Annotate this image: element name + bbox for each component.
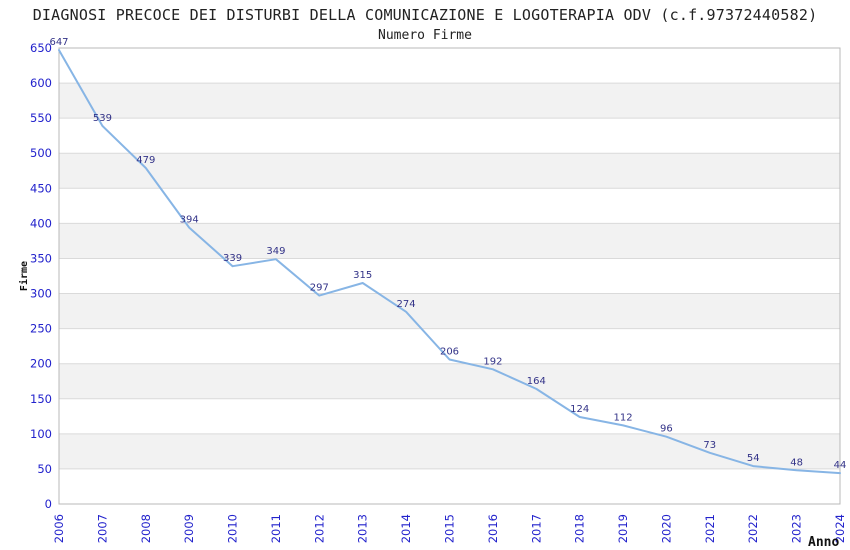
y-tick-label: 300 <box>30 287 52 301</box>
x-tick-label: 2018 <box>573 514 587 543</box>
data-label: 349 <box>266 246 285 257</box>
data-label: 206 <box>440 347 459 358</box>
data-label: 315 <box>353 270 372 281</box>
y-tick-label: 350 <box>30 251 52 265</box>
plot-band <box>59 48 840 84</box>
plot-band <box>59 118 840 154</box>
data-label: 124 <box>570 404 589 415</box>
x-tick-label: 2022 <box>746 514 760 543</box>
y-tick-label: 450 <box>30 181 52 195</box>
data-label: 479 <box>136 155 155 166</box>
plot-band <box>59 398 840 434</box>
data-label: 44 <box>834 460 847 471</box>
y-gridlines <box>59 47 840 505</box>
y-tick-label: 500 <box>30 146 52 160</box>
series-line <box>58 49 841 475</box>
plot-band <box>59 258 840 294</box>
y-tick-label: 0 <box>45 497 52 511</box>
chart-subtitle: Numero Firme <box>378 28 472 43</box>
x-tick-label: 2008 <box>139 514 153 543</box>
y-tick-label: 550 <box>30 111 52 125</box>
x-tick-label: 2010 <box>226 514 240 543</box>
x-tick-label: 2017 <box>529 514 543 543</box>
x-tick-label: 2011 <box>269 514 283 543</box>
y-tick-label: 50 <box>37 462 52 476</box>
data-labels: 647 539 479 394 339 349 297 315 274 206 192 164 124 1… <box>49 37 846 471</box>
plot-band <box>59 223 840 259</box>
plot-band <box>59 328 840 364</box>
plot-band <box>59 153 840 189</box>
y-tick-label: 600 <box>30 76 52 90</box>
data-label: 394 <box>180 215 199 226</box>
y-tick-label: 150 <box>30 392 52 406</box>
x-tick-label: 2014 <box>399 514 413 543</box>
y-axis-title: Firme <box>18 261 30 291</box>
y-tick-label: 100 <box>30 427 52 441</box>
x-tick-label: 2016 <box>486 514 500 543</box>
data-label: 96 <box>660 424 673 435</box>
plot-band <box>59 188 840 224</box>
plot-border <box>58 47 841 505</box>
x-tick-label: 2006 <box>52 514 66 543</box>
plot-band <box>59 363 840 399</box>
data-label: 539 <box>93 113 112 124</box>
x-tick-label: 2023 <box>790 514 804 543</box>
data-label: 339 <box>223 253 242 264</box>
x-tick-label: 2020 <box>659 514 673 543</box>
data-label: 297 <box>310 283 329 294</box>
chart-title: DIAGNOSI PRECOCE DEI DISTURBI DELLA COMU… <box>32 6 818 24</box>
data-label: 192 <box>483 356 502 367</box>
data-label: 54 <box>747 453 760 464</box>
plot-bands <box>59 48 840 504</box>
plot-band <box>59 293 840 329</box>
data-label: 274 <box>397 299 416 310</box>
y-tick-label: 200 <box>30 357 52 371</box>
plot-band <box>59 83 840 119</box>
x-tick-label: 2007 <box>95 514 109 543</box>
data-label: 164 <box>527 376 546 387</box>
data-label: 647 <box>49 37 68 48</box>
x-axis-tick-labels: 2006 2007 2008 2009 2010 2011 2012 2013 2014 2015… <box>52 514 847 543</box>
x-tick-label: 2021 <box>703 514 717 543</box>
y-axis-tick-labels: 0 50 100 150 200 250 300 350 400 450 500 550 600 650 <box>30 41 52 511</box>
data-label: 48 <box>790 457 803 468</box>
x-tick-label: 2012 <box>312 514 326 543</box>
y-tick-label: 650 <box>30 41 52 55</box>
plot-band <box>59 468 840 504</box>
x-tick-label: 2013 <box>356 514 370 543</box>
plot-band <box>59 433 840 469</box>
data-label: 73 <box>703 440 716 451</box>
y-tick-label: 400 <box>30 216 52 230</box>
x-tick-label: 2019 <box>616 514 630 543</box>
x-tick-label: 2009 <box>182 514 196 543</box>
x-tick-label: 2015 <box>443 514 457 543</box>
x-tick-label: 2024 <box>833 514 847 543</box>
data-label: 112 <box>614 412 633 423</box>
x-axis-title: Anno <box>808 535 839 550</box>
y-tick-label: 250 <box>30 322 52 336</box>
